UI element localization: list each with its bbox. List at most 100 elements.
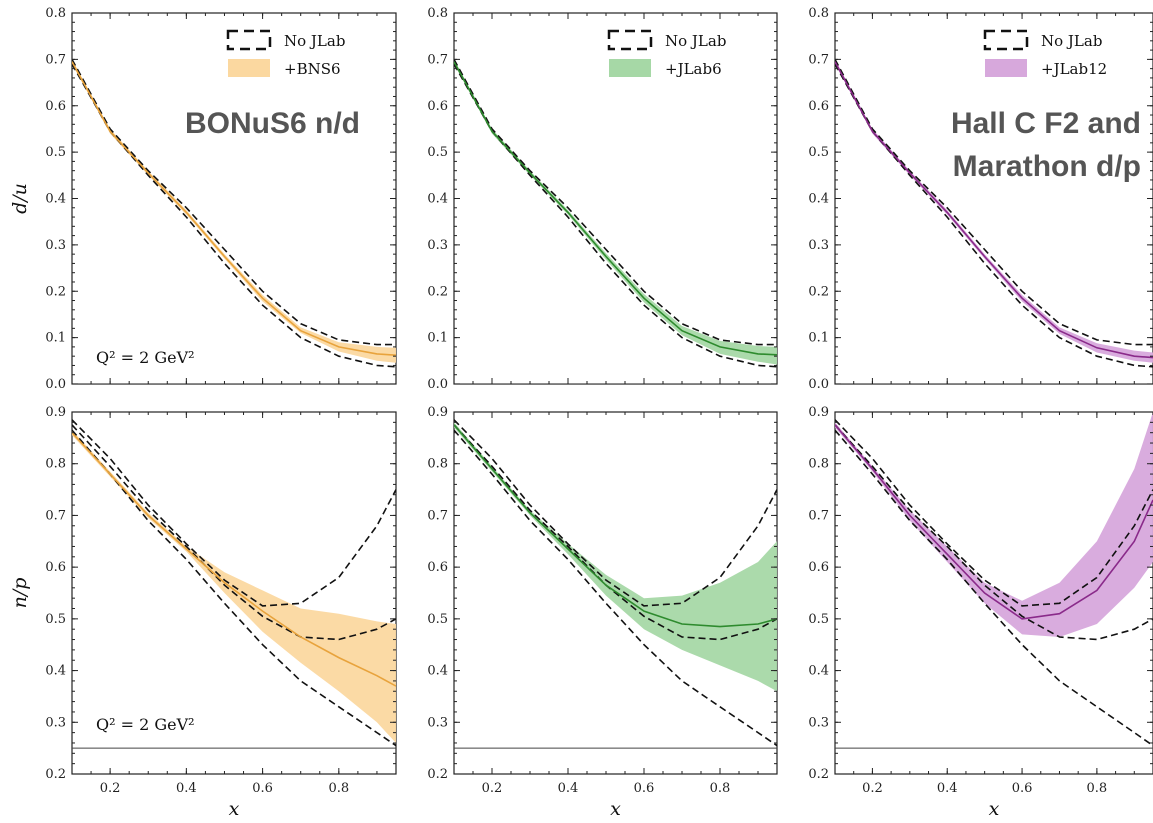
panel-top-3: 0.0 0.1 0.2 0.3 0.4 0.5 0.6 0.7 0.8 No JLab +JLab1… xyxy=(808,6,1153,392)
legend-label-fit: +JLab6 xyxy=(665,60,722,78)
y-tick-label: 0.3 xyxy=(808,238,829,253)
plot-area xyxy=(454,420,777,748)
y-tick-label: 0.4 xyxy=(427,664,448,679)
y-tick-label: 0.3 xyxy=(45,715,66,730)
y-tick-label: 0.6 xyxy=(427,560,448,575)
legend-label-no-jlab: No JLab xyxy=(284,32,345,50)
y-tick-label: 0.7 xyxy=(45,508,66,523)
x-tick-label: 0.4 xyxy=(176,781,197,796)
no-jlab-dashed-curve xyxy=(454,59,777,344)
y-tick-label: 0.3 xyxy=(808,715,829,730)
y-tick-label: 0.1 xyxy=(45,331,66,346)
central-value-curve xyxy=(454,62,777,355)
uncertainty-band xyxy=(835,59,1153,362)
plot-area xyxy=(835,412,1153,748)
y-tick-label: 0.3 xyxy=(427,238,448,253)
y-tick-label: 0.9 xyxy=(808,405,829,420)
x-tick-label: 0.4 xyxy=(937,781,958,796)
y-tick-label: 0.6 xyxy=(45,99,66,114)
y-axis-label: d/u xyxy=(9,183,31,214)
x-axis-label: x xyxy=(610,798,621,820)
x-tick-label: 0.6 xyxy=(252,781,273,796)
panel-bottom-1: 0.2 0.3 0.4 0.5 0.6 0.7 0.8 0.9 0.2 0.4 0.6 0.8 x n/p… xyxy=(9,405,396,820)
y-tick-label: 0.7 xyxy=(808,52,829,67)
x-tick-label: 0.6 xyxy=(1012,781,1033,796)
x-tick-label: 0.8 xyxy=(710,781,731,796)
y-tick-label: 0.5 xyxy=(45,145,66,160)
panel-bottom-3: 0.2 0.3 0.4 0.5 0.6 0.7 0.8 0.9 0.2 0.4 0.6 0.8 x xyxy=(808,405,1153,820)
y-tick-label: 0.4 xyxy=(427,192,448,207)
q2-annotation: Q² = 2 GeV² xyxy=(96,348,195,367)
legend-dashed-swatch xyxy=(609,31,651,49)
legend-dashed-swatch xyxy=(985,31,1027,49)
no-jlab-dashed-curve xyxy=(454,420,777,606)
y-tick-label: 0.5 xyxy=(45,612,66,627)
legend-label-no-jlab: No JLab xyxy=(1041,32,1102,50)
y-tick-label: 0.4 xyxy=(808,664,829,679)
no-jlab-dashed-curve xyxy=(72,425,396,640)
x-tick-label: 0.6 xyxy=(634,781,655,796)
y-tick-label: 0.8 xyxy=(427,457,448,472)
y-tick-label: 0.5 xyxy=(427,145,448,160)
y-tick-label: 0.6 xyxy=(808,99,829,114)
overlay-label-marathon: Marathon d/p xyxy=(953,150,1141,183)
uncertainty-band xyxy=(72,59,396,362)
y-tick-label: 0.8 xyxy=(427,6,448,21)
legend-band-swatch xyxy=(609,59,651,77)
q2-annotation: Q² = 2 GeV² xyxy=(96,715,195,734)
y-tick-label: 0.8 xyxy=(808,457,829,472)
y-tick-label: 0.6 xyxy=(427,99,448,114)
y-tick-label: 0.1 xyxy=(808,331,829,346)
x-tick-label: 0.2 xyxy=(482,781,503,796)
no-jlab-dashed-curve xyxy=(835,59,1153,344)
central-value-curve xyxy=(72,62,396,356)
y-tick-label: 0.9 xyxy=(45,405,66,420)
x-axis-label: x xyxy=(989,798,1000,820)
y-tick-label: 0.2 xyxy=(427,767,448,782)
y-tick-label: 0.4 xyxy=(45,192,66,207)
no-jlab-dashed-curve xyxy=(454,64,777,367)
y-tick-label: 0.8 xyxy=(808,6,829,21)
plot-area xyxy=(454,59,777,384)
uncertainty-band xyxy=(835,412,1153,637)
y-tick-label: 0.9 xyxy=(427,405,448,420)
y-tick-label: 0.2 xyxy=(45,284,66,299)
y-tick-label: 0.5 xyxy=(427,612,448,627)
y-tick-label: 0.6 xyxy=(808,560,829,575)
y-axis-label: n/p xyxy=(9,578,31,609)
x-tick-label: 0.2 xyxy=(862,781,883,796)
y-tick-label: 0.4 xyxy=(808,192,829,207)
panel-top-1: 0.0 0.1 0.2 0.3 0.4 0.5 0.6 0.7 0.8 d/u Q² = 2 GeV… xyxy=(9,6,396,392)
uncertainty-band xyxy=(454,59,777,364)
panel-bottom-2: 0.2 0.3 0.4 0.5 0.6 0.7 0.8 0.9 0.2 0.4 0.6 0.8 x xyxy=(427,405,777,820)
legend-band-swatch xyxy=(228,59,270,77)
y-tick-label: 0.7 xyxy=(427,52,448,67)
y-tick-label: 0.0 xyxy=(808,377,829,392)
y-tick-label: 0.8 xyxy=(45,6,66,21)
y-tick-label: 0.7 xyxy=(808,508,829,523)
x-tick-label: 0.4 xyxy=(558,781,579,796)
y-tick-label: 0.2 xyxy=(808,284,829,299)
y-tick-label: 0.1 xyxy=(427,331,448,346)
x-tick-label: 0.8 xyxy=(1087,781,1108,796)
y-tick-label: 0.7 xyxy=(45,52,66,67)
plot-area xyxy=(72,420,396,748)
y-tick-label: 0.0 xyxy=(427,377,448,392)
x-tick-label: 0.2 xyxy=(100,781,121,796)
y-tick-label: 0.2 xyxy=(808,767,829,782)
overlay-label-bonus6: BONuS6 n/d xyxy=(185,107,360,140)
uncertainty-band xyxy=(454,422,777,691)
no-jlab-dashed-curve xyxy=(72,59,396,344)
y-tick-label: 0.4 xyxy=(45,664,66,679)
y-tick-label: 0.2 xyxy=(45,767,66,782)
legend-band-swatch xyxy=(985,59,1027,77)
x-axis-label: x xyxy=(229,798,240,820)
y-tick-label: 0.5 xyxy=(808,612,829,627)
legend-dashed-swatch xyxy=(228,31,270,49)
panel-top-2: 0.00.10.20.30.40.50.60.70.8No JLab+JLab6 xyxy=(427,6,777,392)
legend-label-no-jlab: No JLab xyxy=(665,32,726,50)
y-tick-label: 0.5 xyxy=(808,145,829,160)
y-tick-label: 0.0 xyxy=(45,377,66,392)
y-tick-label: 0.7 xyxy=(427,508,448,523)
